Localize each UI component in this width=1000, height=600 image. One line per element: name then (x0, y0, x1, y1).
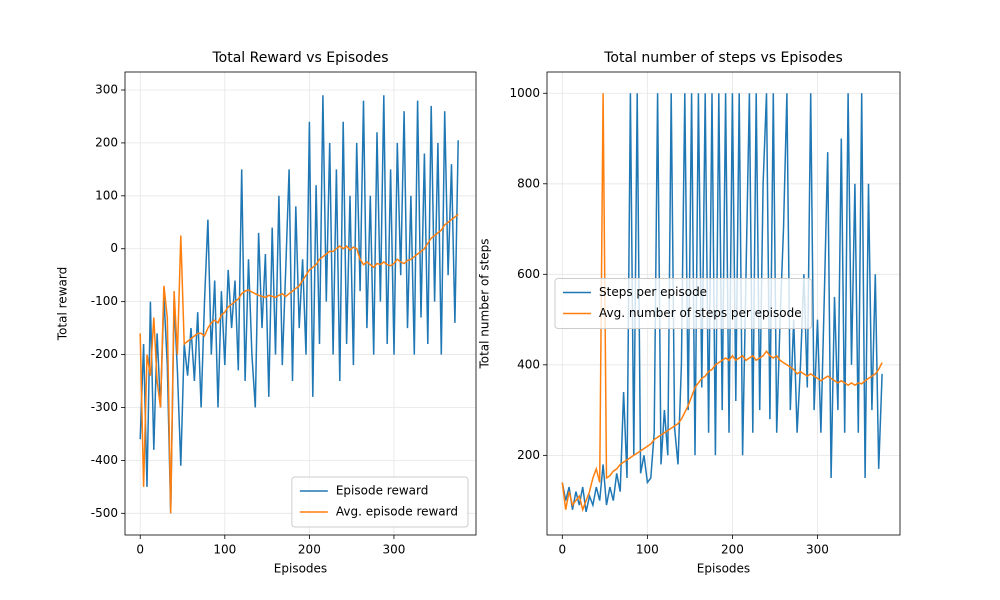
y-tick-label: -500 (91, 506, 118, 520)
plot-frame (124, 71, 477, 536)
legend: Steps per episode Avg. number of steps pe… (554, 278, 813, 329)
x-tick-label: 300 (806, 543, 829, 557)
y-tick-label: -400 (91, 453, 118, 467)
legend-label: Episode reward (336, 484, 429, 498)
y-axis-label: Total reward (56, 267, 70, 341)
y-tick-label: 200 (95, 135, 118, 149)
legend: Episode reward Avg. episode reward (291, 476, 469, 528)
data-line (561, 93, 883, 513)
y-tick-label: 800 (517, 176, 540, 190)
y-tick-label: 100 (95, 188, 118, 202)
chart-title: Total Reward vs Episodes (211, 50, 388, 66)
x-tick-label: 200 (721, 543, 744, 557)
y-tick-label: 200 (517, 448, 540, 462)
x-axis-label: Episodes (274, 562, 327, 576)
subplot: 0 100 200 300 200 400 600 800 1000 Total number o… (478, 50, 901, 576)
legend-label: Avg. number of steps per episode (599, 306, 802, 320)
legend-label: Avg. episode reward (336, 505, 458, 519)
y-tick-label: 600 (517, 267, 540, 281)
data-line (139, 95, 459, 514)
y-tick-label: 0 (110, 241, 118, 255)
y-tick-label: 300 (95, 82, 118, 96)
y-tick-label: -100 (91, 294, 118, 308)
y-tick-label: -200 (91, 347, 118, 361)
legend-box (554, 278, 813, 329)
y-tick-label: 1000 (509, 86, 540, 100)
chart-title: Total number of steps vs Episodes (603, 50, 843, 66)
y-tick-label: 400 (517, 357, 540, 371)
x-tick-label: 0 (136, 543, 144, 557)
data-line (139, 213, 459, 514)
subplot: 0 100 200 300 -500 -400 -300 -200 -100 0 100 200 300… (56, 50, 477, 576)
data-line (561, 93, 883, 513)
x-tick-label: 200 (298, 543, 321, 557)
x-tick-label: 100 (636, 543, 659, 557)
legend-box (291, 476, 469, 528)
x-tick-label: 300 (383, 543, 406, 557)
plot-frame (546, 71, 901, 536)
x-tick-label: 0 (558, 543, 566, 557)
legend-label: Steps per episode (599, 285, 707, 299)
x-axis-label: Episodes (697, 562, 750, 576)
y-tick-label: -300 (91, 400, 118, 414)
x-tick-label: 100 (213, 543, 236, 557)
y-axis-label: Total number of steps (478, 238, 492, 369)
